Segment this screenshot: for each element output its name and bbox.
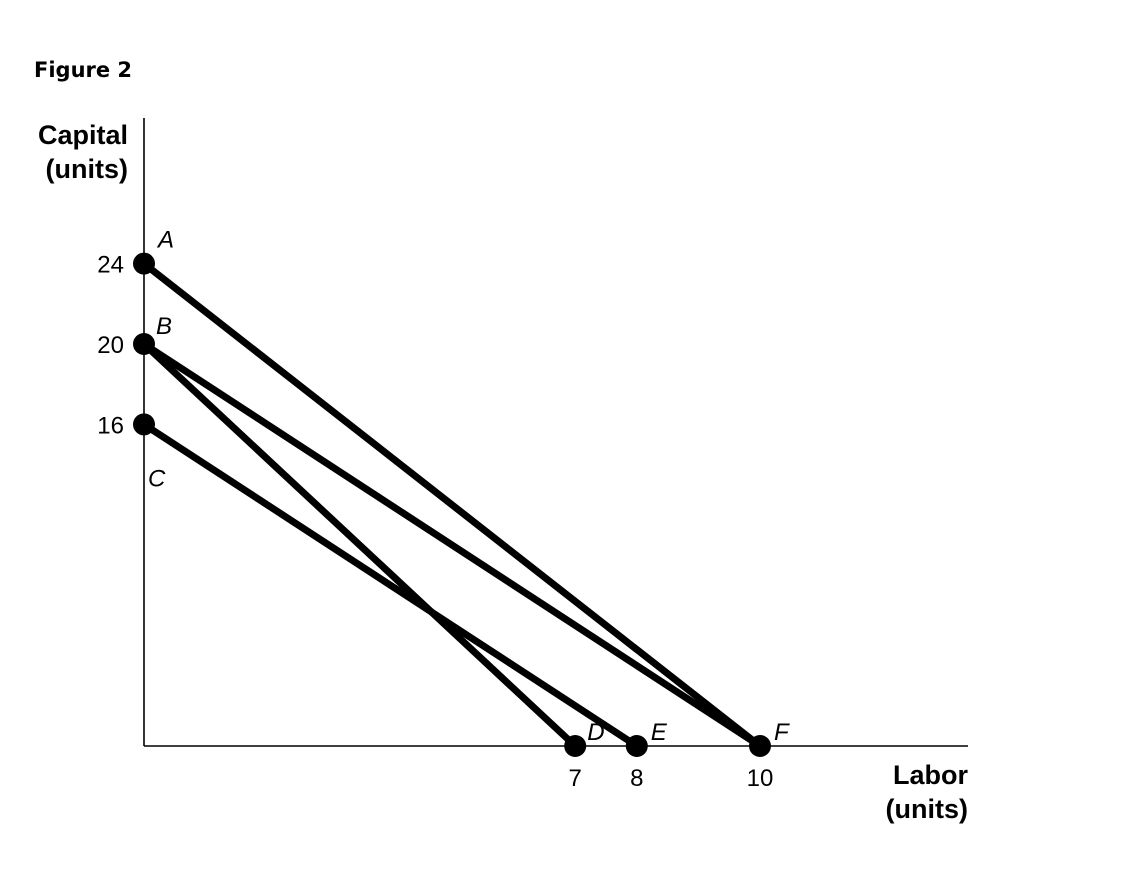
points [133, 252, 771, 757]
segments [140, 260, 764, 750]
point-a [133, 252, 155, 275]
point-label-e: E [651, 719, 668, 746]
tick-labels: 16 20 24 7 8 10 [97, 252, 773, 792]
point-label-c: C [148, 465, 166, 492]
y-axis-title-line1: Capital [37, 120, 128, 150]
axes [143, 118, 968, 747]
y-axis-title-line2: (units) [45, 154, 128, 184]
point-e [625, 735, 648, 757]
segment-bf [140, 340, 764, 750]
y-tick-label: 16 [97, 412, 124, 439]
x-axis-title-line2: (units) [885, 794, 968, 824]
point-label-b: B [156, 313, 172, 340]
point-b [133, 333, 155, 355]
point-f [749, 735, 771, 757]
point-label-f: F [774, 719, 790, 746]
x-tick-label: 10 [747, 765, 774, 792]
figure-title: Figure 2 [34, 58, 133, 82]
segment-af [140, 260, 764, 750]
x-axis-title: Labor (units) [860, 758, 968, 826]
point-labels: A B C D E F [148, 227, 790, 746]
point-label-a: A [156, 227, 174, 254]
y-axis-title: Capital (units) [30, 118, 128, 186]
y-tick-label: 20 [97, 332, 124, 359]
segment-ce [140, 420, 641, 750]
x-tick-label: 8 [630, 765, 643, 792]
y-tick-label: 24 [97, 252, 124, 279]
point-d [564, 735, 587, 757]
point-c [133, 413, 155, 436]
x-tick-label: 7 [569, 765, 582, 792]
x-axis-title-line1: Labor [892, 760, 968, 790]
point-label-d: D [587, 719, 604, 746]
segment-bd [140, 340, 579, 750]
